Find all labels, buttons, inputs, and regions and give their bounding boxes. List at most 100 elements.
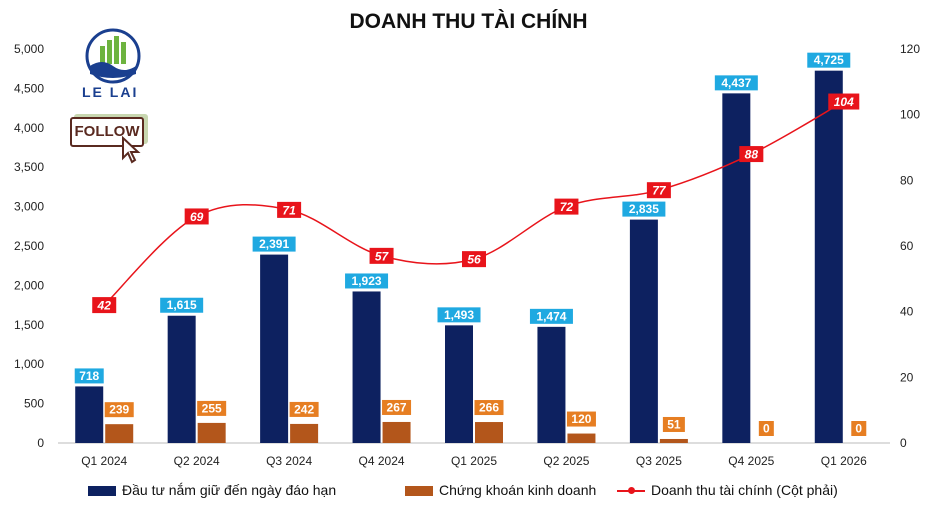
data-label-financial-revenue: 72 <box>560 200 574 214</box>
y-left-tick-label: 5,000 <box>14 42 44 56</box>
y-left-tick-label: 3,500 <box>14 160 44 174</box>
data-label-box <box>197 400 227 416</box>
data-label-box <box>277 201 302 218</box>
data-label-trading-securities: 267 <box>387 400 407 414</box>
data-label-box <box>474 400 504 416</box>
data-label-box <box>739 146 764 163</box>
bar-trading-securities <box>382 421 411 443</box>
data-label-trading-securities: 0 <box>763 422 770 436</box>
bar-trading-securities <box>475 422 503 443</box>
y-left-tick-label: 0 <box>37 436 44 450</box>
y-left-tick-label: 1,500 <box>14 318 44 332</box>
data-label-held-to-maturity: 1,474 <box>536 309 566 323</box>
bar-held-to-maturity <box>537 326 566 443</box>
data-label-financial-revenue: 77 <box>652 184 667 198</box>
bar-trading-securities <box>197 422 226 443</box>
data-label-box <box>184 208 209 225</box>
y-left-tick-label: 500 <box>24 397 44 411</box>
y-right-tick-label: 120 <box>900 42 920 56</box>
bar-held-to-maturity <box>445 325 473 443</box>
bar-trading-securities <box>567 433 596 443</box>
data-label-box <box>714 75 758 91</box>
data-label-held-to-maturity: 718 <box>79 369 99 383</box>
y-left-tick-label: 3,000 <box>14 200 44 214</box>
data-label-trading-securities: 242 <box>294 402 314 416</box>
data-label-box <box>554 198 579 215</box>
y-right-tick-label: 40 <box>900 305 914 319</box>
data-label-box <box>382 399 412 415</box>
bar-held-to-maturity <box>75 386 104 443</box>
x-tick-label: Q4 2025 <box>728 454 774 468</box>
y-right-tick-label: 80 <box>900 173 914 187</box>
legend: Đầu tư nắm giữ đến ngày đáo hạn Chứng kh… <box>0 482 937 502</box>
x-tick-label: Q4 2024 <box>359 454 405 468</box>
data-label-held-to-maturity: 2,835 <box>629 202 659 216</box>
data-label-financial-revenue: 69 <box>190 210 204 224</box>
data-label-box <box>758 421 774 436</box>
data-label-held-to-maturity: 1,493 <box>444 308 474 322</box>
data-label-held-to-maturity: 1,615 <box>167 298 197 312</box>
data-label-financial-revenue: 71 <box>282 203 296 217</box>
data-label-box <box>662 416 685 432</box>
bar-trading-securities <box>290 423 319 443</box>
data-label-box <box>529 308 573 324</box>
y-left-tick-label: 2,000 <box>14 278 44 292</box>
data-label-box <box>646 182 671 199</box>
data-label-financial-revenue: 88 <box>745 148 759 162</box>
data-label-held-to-maturity: 4,437 <box>721 76 751 90</box>
data-label-trading-securities: 120 <box>571 412 591 426</box>
x-tick-label: Q1 2025 <box>451 454 497 468</box>
data-label-held-to-maturity: 1,923 <box>352 274 382 288</box>
data-label-box <box>851 421 867 436</box>
data-label-box <box>828 93 860 110</box>
bar-held-to-maturity <box>260 254 289 443</box>
legend-item-financial-revenue: Doanh thu tài chính (Cột phải) <box>617 482 838 498</box>
data-label-financial-revenue: 57 <box>375 249 390 263</box>
x-tick-label: Q2 2025 <box>543 454 589 468</box>
y-right-tick-label: 60 <box>900 239 914 253</box>
data-label-box <box>74 368 104 384</box>
y-left-tick-label: 2,500 <box>14 239 44 253</box>
data-label-box <box>369 247 394 264</box>
data-label-box <box>345 273 389 289</box>
data-label-box <box>104 402 134 418</box>
chart-title: DOANH THU TÀI CHÍNH <box>349 10 588 33</box>
data-label-trading-securities: 0 <box>855 422 862 436</box>
data-label-box <box>807 52 851 68</box>
y-right-tick-label: 0 <box>900 436 907 450</box>
x-tick-label: Q1 2024 <box>81 454 127 468</box>
x-tick-label: Q3 2025 <box>636 454 682 468</box>
y-left-tick-label: 1,000 <box>14 357 44 371</box>
le-lai-logo <box>85 28 141 84</box>
bar-held-to-maturity <box>629 219 658 443</box>
data-label-box <box>160 297 204 313</box>
data-label-trading-securities: 266 <box>479 401 499 415</box>
data-label-box <box>437 307 481 323</box>
data-label-trading-securities: 51 <box>667 417 681 431</box>
y-left-tick-label: 4,000 <box>14 121 44 135</box>
data-label-held-to-maturity: 4,725 <box>814 53 844 67</box>
bar-held-to-maturity <box>814 70 843 444</box>
y-right-tick-label: 100 <box>900 108 920 122</box>
x-tick-label: Q1 2026 <box>821 454 867 468</box>
bar-trading-securities <box>659 438 688 443</box>
x-tick-label: Q3 2024 <box>266 454 312 468</box>
data-label-held-to-maturity: 2,391 <box>259 237 289 251</box>
data-label-box <box>289 401 319 417</box>
bar-held-to-maturity <box>167 315 196 443</box>
data-label-box <box>462 251 486 268</box>
bar-trading-securities <box>105 424 134 443</box>
data-label-box <box>566 411 596 427</box>
data-label-box <box>622 201 666 217</box>
follow-button[interactable]: FOLLOW <box>70 117 144 147</box>
x-tick-label: Q2 2024 <box>174 454 220 468</box>
data-label-financial-revenue: 104 <box>834 95 854 109</box>
data-label-box <box>92 297 117 314</box>
legend-item-held-to-maturity: Đầu tư nắm giữ đến ngày đáo hạn <box>88 482 336 498</box>
data-label-financial-revenue: 42 <box>97 299 112 313</box>
y-right-tick-label: 20 <box>900 370 914 384</box>
data-label-box <box>252 236 296 252</box>
bar-held-to-maturity <box>722 93 751 443</box>
data-label-trading-securities: 255 <box>202 401 222 415</box>
